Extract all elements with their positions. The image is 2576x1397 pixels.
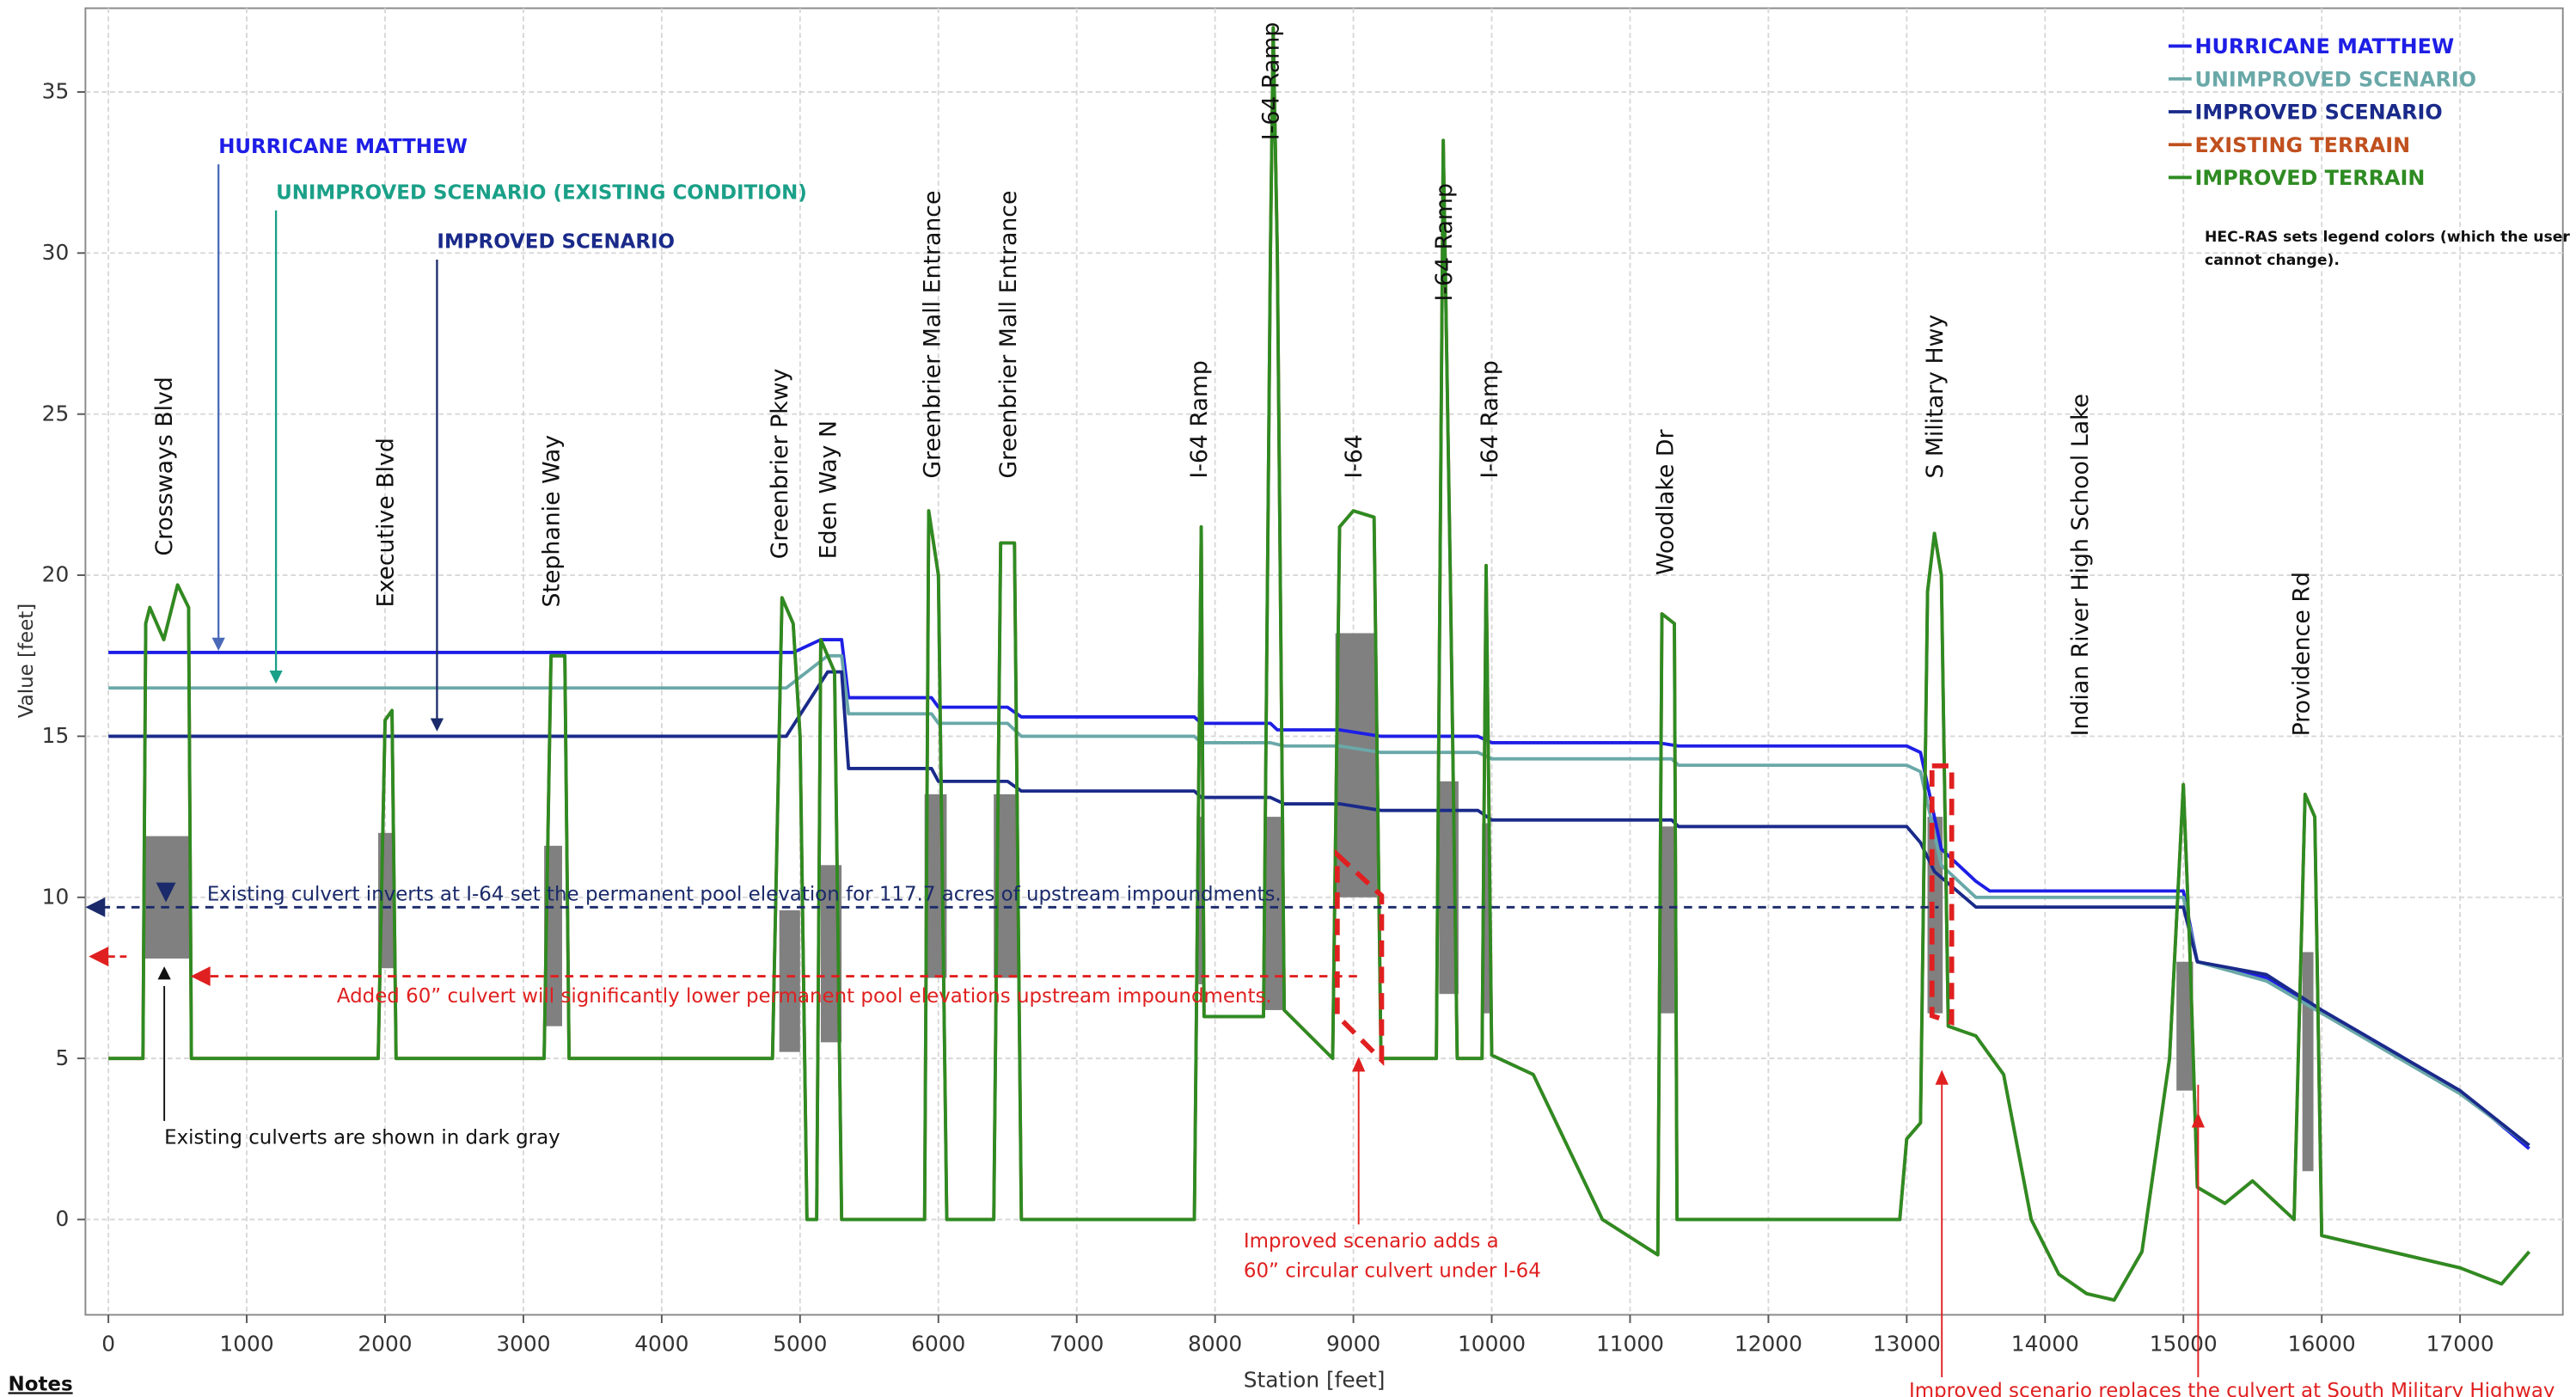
arrow-head	[85, 897, 106, 917]
x-tick-label: 15000	[2150, 1331, 2218, 1356]
road-label: Indian River High School Lake	[2067, 394, 2094, 737]
y-tick-label: 35	[42, 79, 70, 104]
road-label: Greenbrier Pkwy	[767, 368, 793, 559]
x-axis-label: Station [feet]	[1244, 1368, 1386, 1393]
annotation: UNIMPROVED SCENARIO (EXISTING CONDITION)	[276, 181, 807, 204]
x-tick-label: 1000	[219, 1331, 273, 1356]
culvert	[2302, 952, 2314, 1172]
x-tick-label: 5000	[773, 1331, 827, 1356]
arrow-head	[1352, 1057, 1366, 1072]
x-tick-label: 3000	[496, 1331, 550, 1356]
legend-label: IMPROVED TERRAIN	[2195, 166, 2426, 190]
road-label: I-64 Ramp	[1258, 22, 1285, 141]
x-tick-label: 13000	[1873, 1331, 1941, 1356]
water-symbol	[156, 882, 176, 903]
legend-note: cannot change).	[2205, 252, 2340, 269]
road-label: Providence Rd	[2289, 572, 2316, 736]
x-tick-label: 0	[101, 1331, 115, 1356]
culvert	[779, 910, 800, 1052]
culvert	[2176, 961, 2194, 1091]
annotation: HURRICANE MATTHEW	[218, 136, 468, 158]
arrow-head	[157, 966, 171, 980]
culvert	[1335, 633, 1377, 898]
annotation: Improved scenario adds a	[1244, 1230, 1499, 1253]
y-tick-label: 15	[42, 723, 70, 748]
culvert	[1660, 826, 1674, 1014]
annotation: Added 60” culvert will significantly low…	[337, 985, 1272, 1008]
legend-label: HURRICANE MATTHEW	[2195, 34, 2455, 58]
road-label: Eden Way N	[816, 420, 842, 559]
legend-label: EXISTING TERRAIN	[2195, 133, 2411, 157]
x-tick-label: 2000	[358, 1331, 412, 1356]
x-tick-label: 10000	[1458, 1331, 1526, 1356]
road-label: Crossways Blvd	[151, 377, 178, 555]
x-tick-label: 17000	[2426, 1331, 2494, 1356]
arrow-head	[269, 671, 283, 684]
x-tick-label: 12000	[1735, 1331, 1802, 1356]
legend-note: HEC-RAS sets legend colors (which the us…	[2205, 229, 2570, 246]
series-line	[108, 653, 2530, 1147]
annotation: Existing culverts are shown in dark gray	[164, 1127, 560, 1149]
proposed-culvert	[1929, 763, 1955, 1026]
annotation: IMPROVED SCENARIO	[437, 231, 675, 254]
x-tick-label: 8000	[1188, 1331, 1242, 1356]
x-tick-label: 11000	[1596, 1331, 1664, 1356]
culvert	[1482, 823, 1490, 1014]
arrow-head	[89, 947, 109, 967]
y-tick-label: 5	[55, 1045, 69, 1070]
road-label: I-64 Ramp	[1186, 360, 1213, 479]
arrow-head	[190, 966, 211, 987]
road-label: Woodlake Dr	[1652, 430, 1679, 576]
arrow-head	[211, 637, 225, 652]
y-tick-label: 10	[42, 884, 70, 909]
annotation: Existing culvert inverts at I-64 set the…	[207, 884, 1282, 906]
arrow-head	[430, 718, 444, 732]
series-line	[108, 26, 2530, 1302]
proposed-culvert	[1334, 849, 1385, 1067]
culvert	[1198, 817, 1204, 984]
y-axis-label: Value [feet]	[15, 604, 38, 718]
culvert	[1264, 817, 1285, 1010]
road-label: I-64 Ramp	[1477, 360, 1503, 479]
y-tick-label: 20	[42, 562, 70, 587]
x-tick-label: 14000	[2011, 1331, 2079, 1356]
y-tick-label: 0	[55, 1206, 69, 1231]
y-tick-label: 25	[42, 401, 70, 426]
plot-area	[84, 7, 2564, 1316]
road-label: Greenbrier Mall Entrance	[995, 191, 1022, 479]
road-label: I-64 Ramp	[1431, 183, 1458, 302]
arrow-head	[1935, 1069, 1949, 1085]
arrow-head	[2191, 1112, 2206, 1128]
x-tick-label: 7000	[1049, 1331, 1104, 1356]
x-tick-label: 9000	[1326, 1331, 1380, 1356]
road-label: Executive Blvd	[373, 438, 400, 607]
legend-label: IMPROVED SCENARIO	[2195, 101, 2443, 125]
x-tick-label: 16000	[2288, 1331, 2356, 1356]
road-label: Stephanie Way	[539, 435, 566, 608]
culvert	[544, 845, 562, 1026]
x-tick-label: 6000	[911, 1331, 965, 1356]
annotation: 60” circular culvert under I-64	[1244, 1259, 1541, 1282]
road-label: Greenbrier Mall Entrance	[919, 191, 945, 479]
road-label: S Military Hwy	[1922, 315, 1949, 479]
road-label: I-64	[1341, 434, 1368, 479]
legend-label: UNIMPROVED SCENARIO	[2195, 67, 2476, 91]
annotation: Improved scenario replaces the culvert a…	[1909, 1380, 2555, 1397]
x-tick-label: 4000	[634, 1331, 688, 1356]
y-tick-label: 30	[42, 240, 70, 265]
notes: Notes	[9, 1373, 73, 1395]
